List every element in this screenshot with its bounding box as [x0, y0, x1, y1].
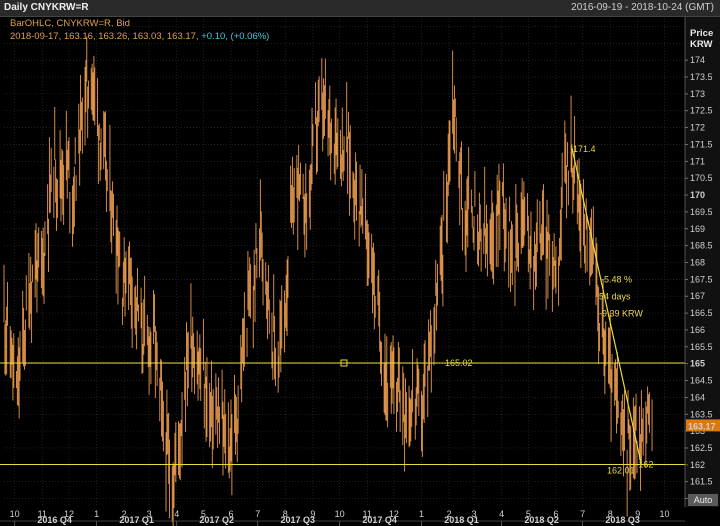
- y-tick-label: 161.5: [690, 477, 713, 487]
- y-tick-label: 162.5: [690, 443, 713, 453]
- x-month-label: 3: [147, 509, 152, 519]
- y-tick-label: 166.5: [690, 308, 713, 318]
- x-month-label: 10: [10, 509, 20, 519]
- last-price-label: 163.17: [688, 421, 716, 431]
- y-tick-label: 165: [690, 359, 705, 369]
- x-quarter-label: 2017 Q3: [280, 515, 315, 525]
- y-tick-label: 162: [690, 460, 705, 470]
- y-tick-label: 170.5: [690, 173, 713, 183]
- x-month-label: 1: [419, 509, 424, 519]
- change-value: +0.10, (+0.06%): [201, 31, 270, 42]
- trend-measure: 171.4 162 -5.48 % 54 days -9.39 KRW: [571, 144, 653, 470]
- x-month-label: 3: [472, 509, 477, 519]
- trend-end-label: 162: [638, 460, 653, 470]
- y-tick-label: 172: [690, 123, 705, 133]
- x-month-label: 11: [363, 509, 372, 519]
- y-tick-label: 163.5: [690, 409, 713, 419]
- trend-start-label: 171.4: [573, 144, 596, 154]
- x-month-label: 8: [608, 509, 613, 519]
- x-month-label: 10: [660, 509, 670, 519]
- auto-scale-button[interactable]: Auto: [688, 494, 718, 506]
- x-month-label: 2: [122, 509, 127, 519]
- x-month-label: 6: [553, 509, 558, 519]
- x-month-label: 8: [283, 509, 288, 519]
- x-quarter-label: 2018 Q3: [605, 515, 640, 525]
- series-legend: BarOHLC, CNYKRW=R, Bid: [10, 18, 130, 29]
- x-month-label: 12: [64, 509, 74, 519]
- x-month-label: 11: [38, 509, 47, 519]
- trend-pct-label: -5.48 %: [601, 275, 632, 285]
- x-month-label: 5: [201, 509, 206, 519]
- trend-days-label: 54 days: [599, 292, 631, 302]
- horizontal-line-label: 165.02: [445, 358, 473, 368]
- x-month-label: 10: [335, 509, 345, 519]
- x-month-label: 9: [310, 509, 315, 519]
- x-month-label: 7: [580, 509, 585, 519]
- y-tick-label: 164: [690, 392, 705, 402]
- x-quarter-label: 2017 Q4: [362, 515, 397, 525]
- x-month-label: 12: [389, 509, 399, 519]
- chart-title: Daily CNYKRW=R: [4, 2, 89, 13]
- ohlc-values: 2018-09-17, 163.16, 163.26, 163.03, 163.…: [10, 31, 199, 42]
- x-month-label: 9: [635, 509, 640, 519]
- trend-amount-label: -9.39 KRW: [599, 308, 643, 318]
- date-range: 2016-09-19 - 2018-10-24 (GMT): [571, 2, 714, 13]
- y-tick-label: 167: [690, 291, 705, 301]
- y-axis-header-unit: KRW: [690, 39, 713, 50]
- x-month-label: 4: [499, 509, 504, 519]
- ohlc-values-legend: 2018-09-17, 163.16, 163.26, 163.03, 163.…: [10, 31, 269, 42]
- y-tick-label: 169.5: [690, 207, 713, 217]
- y-tick-label: 171.5: [690, 139, 713, 149]
- x-month-label: 5: [526, 509, 531, 519]
- ohlc-bars: [3, 36, 653, 526]
- y-axis: PriceKRW161161.5162162.5163163.5164164.5…: [684, 17, 720, 507]
- y-tick-label: 165.5: [690, 342, 713, 352]
- y-tick-label: 167.5: [690, 274, 713, 284]
- x-month-label: 4: [174, 509, 179, 519]
- horizontal-line-label: 162.01: [607, 466, 635, 476]
- trend-line: [571, 147, 642, 465]
- y-tick-label: 168.5: [690, 241, 713, 251]
- x-quarter-label: 2017 Q1: [119, 515, 154, 525]
- grid-lines: [4, 18, 685, 507]
- title-bar: Daily CNYKRW=R 2016-09-19 - 2018-10-24 (…: [0, 0, 720, 17]
- x-quarter-label: 2016 Q4: [37, 515, 72, 525]
- x-month-label: 7: [255, 509, 260, 519]
- y-tick-label: 170: [690, 190, 705, 200]
- x-month-label: 2: [447, 509, 452, 519]
- x-month-label: 1: [94, 509, 99, 519]
- y-tick-label: 173.5: [690, 72, 713, 82]
- y-tick-label: 169: [690, 224, 705, 234]
- last-price-box: [686, 419, 720, 432]
- x-quarter-label: 2018 Q2: [524, 515, 559, 525]
- y-tick-label: 171: [690, 156, 705, 166]
- y-tick-label: 164.5: [690, 376, 713, 386]
- y-tick-label: 172.5: [690, 106, 713, 116]
- x-quarter-label: 2018 Q1: [444, 515, 479, 525]
- y-axis-header-price: Price: [690, 28, 713, 39]
- x-quarter-label: 2017 Q2: [199, 515, 234, 525]
- y-tick-label: 173: [690, 89, 705, 99]
- line-anchor-marker: [340, 359, 348, 367]
- y-tick-label: 168: [690, 258, 705, 268]
- horizontal-lines: 165.02 162.01: [0, 358, 685, 476]
- y-tick-label: 174: [690, 55, 705, 65]
- x-month-label: 6: [228, 509, 233, 519]
- y-tick-label: 166: [690, 325, 705, 335]
